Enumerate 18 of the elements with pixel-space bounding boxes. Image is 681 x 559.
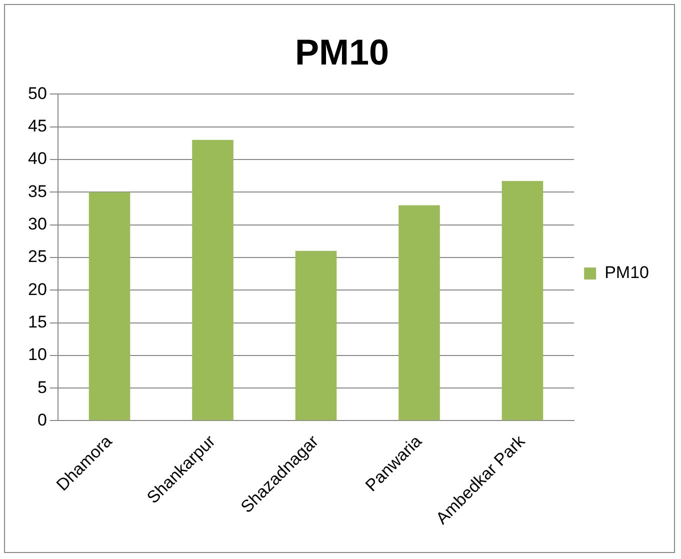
y-tick-label: 20 xyxy=(28,280,47,299)
bar xyxy=(295,250,337,420)
bar xyxy=(398,205,440,420)
y-tick-label: 50 xyxy=(28,84,47,103)
y-tick-label: 0 xyxy=(37,410,47,430)
bar xyxy=(88,192,130,420)
y-tick-label: 30 xyxy=(28,214,47,234)
bar xyxy=(502,181,544,420)
y-tick-label: 5 xyxy=(37,378,47,397)
chart-title: PM10 xyxy=(294,32,390,73)
y-tick-label: 45 xyxy=(28,116,47,136)
y-tick-label: 40 xyxy=(28,149,47,168)
y-tick-label: 35 xyxy=(28,182,47,201)
y-tick-label: 10 xyxy=(28,345,47,364)
y-tick-label: 25 xyxy=(28,247,47,266)
legend-label: PM10 xyxy=(604,263,650,282)
bar xyxy=(192,140,234,420)
y-tick-label: 15 xyxy=(28,312,47,332)
